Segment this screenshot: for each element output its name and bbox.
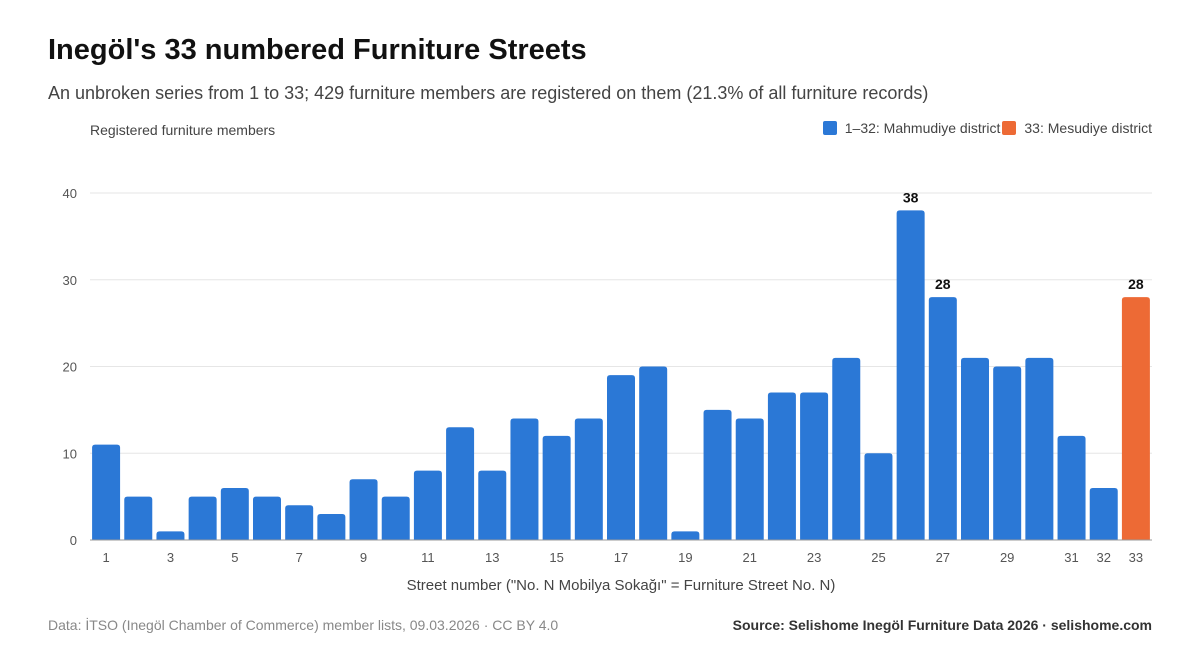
- bar-street-14: [510, 418, 539, 540]
- x-tick-label: 33: [1129, 550, 1143, 565]
- data-label-street-26: 38: [903, 189, 919, 205]
- x-tick-label: 31: [1064, 550, 1078, 565]
- y-tick-label: 10: [63, 446, 77, 461]
- bar-street-12: [446, 427, 475, 540]
- source-credit: Source: Selishome Inegöl Furniture Data …: [732, 617, 1152, 633]
- x-tick-label: 11: [421, 550, 435, 565]
- x-tick-label: 17: [614, 550, 628, 565]
- bar-street-19: [671, 531, 700, 540]
- bar-street-25: [864, 453, 893, 540]
- bar-street-20: [703, 409, 732, 540]
- bar-street-5: [220, 487, 249, 540]
- y-tick-label: 40: [63, 186, 77, 201]
- bar-street-32: [1089, 487, 1118, 540]
- legend-item-mesudiye: 33: Mesudiye district: [1002, 120, 1152, 136]
- bar-street-13: [478, 470, 507, 540]
- y-tick-label: 0: [70, 533, 77, 548]
- x-tick-label: 9: [360, 550, 367, 565]
- legend-swatch-mesudiye: [1002, 121, 1017, 135]
- legend-label-mesudiye: 33: Mesudiye district: [1024, 120, 1152, 136]
- data-label-street-33: 28: [1128, 276, 1144, 292]
- bar-street-28: [961, 357, 989, 540]
- bar-street-31: [1057, 435, 1086, 540]
- x-tick-label: 27: [936, 550, 950, 565]
- bar-street-23: [800, 392, 829, 540]
- bar-street-21: [735, 418, 764, 540]
- bar-street-30: [1025, 357, 1054, 540]
- bar-street-2: [124, 496, 153, 540]
- x-tick-label: 19: [678, 550, 692, 565]
- legend-swatch-mahmudiye: [822, 121, 837, 135]
- y-axis-label: Registered furniture members: [90, 122, 276, 138]
- bar-street-10: [381, 496, 410, 540]
- x-tick-label: 13: [485, 550, 499, 565]
- x-axis-label: Street number ("No. N Mobilya Sokağı" = …: [407, 577, 836, 594]
- x-tick-label: 23: [807, 550, 821, 565]
- bar-street-4: [188, 496, 217, 540]
- legend-label-mahmudiye: 1–32: Mahmudiye district: [844, 120, 1001, 136]
- bar-street-29: [993, 366, 1022, 540]
- x-tick-label: 5: [231, 550, 238, 565]
- chart-title: Inegöl's 33 numbered Furniture Streets: [48, 34, 587, 66]
- bar-street-18: [639, 366, 668, 540]
- x-tick-label: 32: [1096, 550, 1110, 565]
- data-note: Data: İTSO (Inegöl Chamber of Commerce) …: [48, 617, 559, 633]
- bar-street-11: [413, 470, 442, 540]
- bar-street-9: [349, 479, 378, 540]
- y-tick-label: 20: [63, 360, 77, 375]
- bar-street-3: [156, 531, 185, 540]
- bar-street-7: [285, 505, 314, 540]
- x-tick-label: 15: [549, 550, 563, 565]
- bar-street-6: [253, 496, 281, 540]
- chart-legend: 1–32: Mahmudiye district 33: Mesudiye di…: [822, 120, 1152, 136]
- x-tick-label: 3: [167, 550, 174, 565]
- bar-street-27: [928, 297, 957, 540]
- bar-street-16: [574, 418, 603, 540]
- bar-street-1: [92, 444, 121, 540]
- bar-street-26: [896, 210, 925, 540]
- legend-item-mahmudiye: 1–32: Mahmudiye district: [822, 120, 1001, 136]
- bar-street-22: [767, 392, 796, 540]
- bar-street-24: [832, 357, 861, 540]
- bar-street-17: [607, 375, 635, 540]
- y-tick-label: 30: [63, 273, 77, 288]
- x-tick-label: 29: [1000, 550, 1014, 565]
- x-tick-label: 21: [742, 550, 756, 565]
- bar-street-15: [542, 435, 571, 540]
- bar-street-33: [1121, 297, 1150, 540]
- chart-subtitle: An unbroken series from 1 to 33; 429 fur…: [48, 83, 929, 103]
- bar-street-8: [317, 513, 346, 540]
- x-tick-label: 25: [871, 550, 885, 565]
- x-tick-label: 7: [296, 550, 303, 565]
- x-tick-label: 1: [102, 550, 109, 565]
- data-label-street-27: 28: [935, 276, 951, 292]
